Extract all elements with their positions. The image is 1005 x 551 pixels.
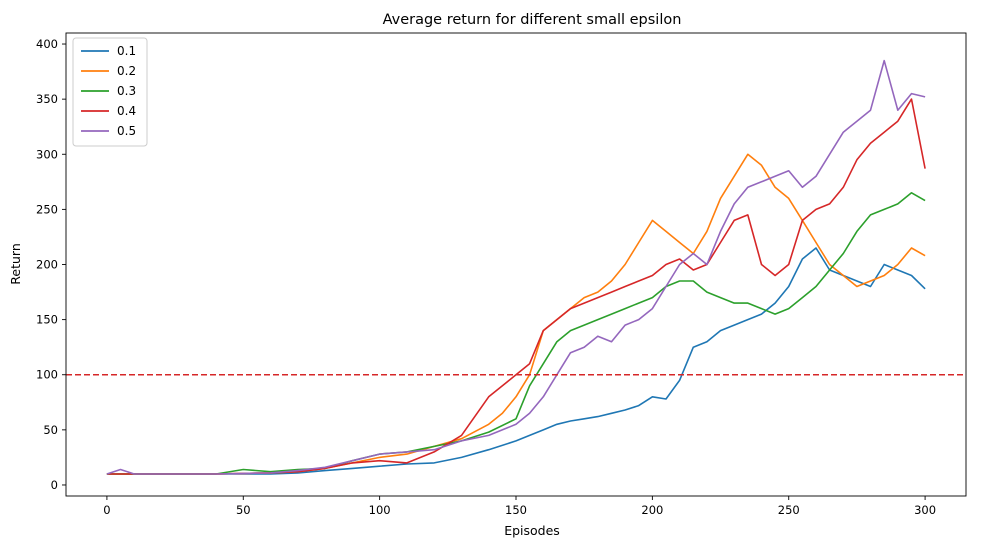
- x-axis-label: Episodes: [504, 523, 560, 538]
- y-tick-label: 250: [36, 202, 58, 216]
- x-tick-label: 100: [369, 503, 391, 517]
- series-line-5: [106, 59, 926, 475]
- y-tick-label: 400: [36, 37, 58, 51]
- ticks: 0 50 100 150 200 250 300 0 50 100 150 200 250 300 350 4…: [36, 37, 936, 517]
- x-tick-label: 150: [505, 503, 527, 517]
- y-tick-label: 100: [36, 368, 58, 382]
- x-tick-label: 300: [914, 503, 936, 517]
- series-line-4: [106, 98, 926, 475]
- x-tick-label: 200: [641, 503, 663, 517]
- x-tick-label: 50: [236, 503, 251, 517]
- y-tick-label: 50: [43, 423, 58, 437]
- x-tick-label: 250: [778, 503, 800, 517]
- y-tick-label: 150: [36, 313, 58, 327]
- legend-label-1: 0.1: [117, 44, 136, 58]
- plot-area: [66, 59, 966, 475]
- y-tick-label: 300: [36, 147, 58, 161]
- x-tick-label: 0: [103, 503, 110, 517]
- legend-label-3: 0.3: [117, 84, 136, 98]
- legend-label-2: 0.2: [117, 64, 136, 78]
- y-tick-label: 200: [36, 258, 58, 272]
- chart-title: Average return for different small epsil…: [383, 12, 682, 28]
- y-tick-label: 350: [36, 92, 58, 106]
- y-axis-label: Return: [8, 243, 23, 284]
- legend: 0.1 0.2 0.3 0.4 0.5: [72, 37, 148, 147]
- y-tick-label: 0: [51, 478, 58, 492]
- legend-label-5: 0.5: [117, 124, 136, 138]
- legend-label-4: 0.4: [117, 104, 136, 118]
- series-line-2: [106, 153, 926, 475]
- legend-box: [72, 37, 148, 147]
